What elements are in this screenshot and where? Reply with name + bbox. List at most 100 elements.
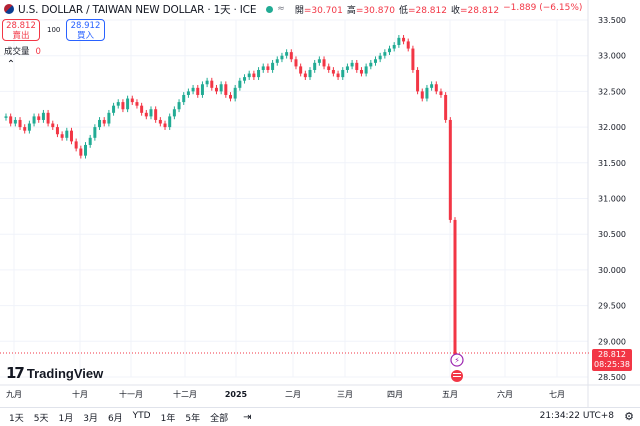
candle-body: [144, 112, 148, 117]
candle-body: [355, 62, 359, 70]
sell-price: 28.812: [6, 21, 36, 31]
candle-body: [261, 66, 265, 70]
candle-body: [168, 116, 172, 128]
time-tick-label: 十一月: [119, 389, 143, 399]
candle-body: [13, 119, 17, 124]
candle-body: [271, 62, 275, 70]
buy-button[interactable]: 28.912 買入: [66, 19, 105, 41]
sell-label: 賣出: [12, 31, 30, 41]
candle-body: [219, 84, 223, 92]
bottom-toolbar: 1天 5天 1月 3月 6月 YTD 1年 5年 全部 ⇥ 21:34:22 UTC+8 ⚙: [0, 407, 640, 426]
settings-gear-icon[interactable]: ⚙: [624, 410, 634, 423]
sell-button[interactable]: 28.812 賣出: [2, 19, 40, 41]
candle-body: [308, 69, 312, 78]
symbol-title[interactable]: U.S. DOLLAR / TAIWAN NEW DOLLAR · 1天 · I…: [18, 3, 257, 16]
date-range-icon[interactable]: ⇥: [243, 411, 252, 423]
candle-body: [121, 102, 125, 110]
range-button[interactable]: 1年: [160, 413, 176, 424]
collapse-legend-button[interactable]: ⌃: [6, 59, 16, 70]
candle-body: [55, 127, 59, 135]
candle-body: [9, 116, 13, 124]
candle-body: [224, 84, 228, 95]
candle-body: [60, 134, 64, 138]
candle-body: [238, 80, 242, 88]
price-tick-label: 29.000: [598, 337, 626, 346]
time-tick-label: 七月: [549, 390, 565, 399]
candle-body: [378, 55, 382, 60]
candle-body: [280, 55, 284, 60]
symbol-header: U.S. DOLLAR / TAIWAN NEW DOLLAR · 1天 · I…: [0, 0, 588, 18]
tradingview-logo: 17 TradingView: [6, 364, 104, 382]
candle-body: [177, 102, 181, 110]
candle-body: [252, 73, 256, 78]
range-button[interactable]: 3月: [83, 413, 98, 424]
candle-body: [285, 52, 289, 56]
candle-body: [196, 87, 200, 95]
range-button[interactable]: 5年: [185, 413, 201, 424]
range-button[interactable]: 全部: [210, 413, 229, 424]
candle-body: [350, 62, 354, 67]
candle-body: [229, 94, 232, 99]
volume-legend: 成交量 0: [4, 47, 41, 57]
clock-readout[interactable]: 21:34:22 UTC+8: [539, 411, 614, 421]
candle-body: [4, 116, 8, 118]
price-tick-label: 33.000: [598, 52, 626, 61]
candle-body: [444, 94, 448, 120]
candle-body: [27, 123, 31, 131]
time-tick-label: 十月: [72, 389, 88, 399]
candle-body: [23, 127, 27, 131]
candle-body: [32, 116, 36, 124]
candle-body: [448, 119, 452, 220]
svg-text:⚡: ⚡: [454, 356, 460, 365]
time-tick-label: 九月: [6, 390, 22, 399]
candle-body: [135, 102, 139, 106]
range-button[interactable]: 1月: [58, 413, 74, 424]
candle-body: [317, 59, 321, 63]
candle-body: [247, 73, 251, 78]
buy-label: 買入: [76, 31, 94, 41]
candle-body: [434, 84, 438, 92]
candle-body: [430, 84, 434, 88]
range-button[interactable]: 5天: [33, 413, 49, 424]
time-tick-label: 四月: [387, 390, 403, 399]
candle-body: [327, 66, 331, 70]
price-tick-label: 32.500: [598, 87, 626, 96]
time-tick-label: 2025: [225, 390, 248, 399]
candle-body: [191, 87, 195, 92]
candle-body: [107, 112, 111, 124]
candle-body: [336, 73, 340, 78]
range-selector: 1天 5天 1月 3月 6月 YTD 1年 5年 全部: [4, 411, 233, 424]
candle-body: [388, 48, 392, 53]
candle-body: [186, 91, 190, 95]
candle-body: [257, 69, 261, 78]
candle-body: [214, 87, 218, 92]
price-chart[interactable]: 33.500 33.000 32.500 32.000 31.500 31.000 30.5…: [0, 0, 640, 407]
candle-body: [331, 69, 335, 74]
candle-body: [341, 69, 345, 78]
time-tick-label: 六月: [497, 389, 513, 399]
candle-body: [69, 130, 73, 142]
price-tick-label: 28.500: [598, 373, 626, 382]
range-button[interactable]: 1天: [9, 413, 24, 424]
candle-body: [205, 80, 209, 85]
candle-body: [158, 119, 162, 124]
candle-body: [402, 37, 406, 42]
time-tick-label: 三月: [337, 390, 353, 399]
range-button[interactable]: YTD: [132, 410, 151, 421]
candle-body: [65, 130, 69, 138]
candle-body: [18, 119, 22, 128]
lightning-event-icon[interactable]: ⚡: [450, 353, 464, 367]
candle-body: [37, 116, 41, 120]
candle-body: [41, 112, 45, 120]
us-flag-event-icon[interactable]: [451, 370, 463, 382]
candle-body: [303, 73, 307, 78]
candle-body: [200, 84, 204, 95]
candle-body: [369, 62, 373, 67]
candle-body: [275, 59, 279, 63]
range-button[interactable]: 6月: [107, 413, 123, 424]
candle-body: [383, 52, 387, 56]
candle-body: [373, 59, 377, 63]
last-price-tag: 28.812 08:25:38: [592, 349, 632, 371]
price-tick-label: 29.500: [598, 302, 626, 311]
candle-body: [116, 102, 120, 106]
